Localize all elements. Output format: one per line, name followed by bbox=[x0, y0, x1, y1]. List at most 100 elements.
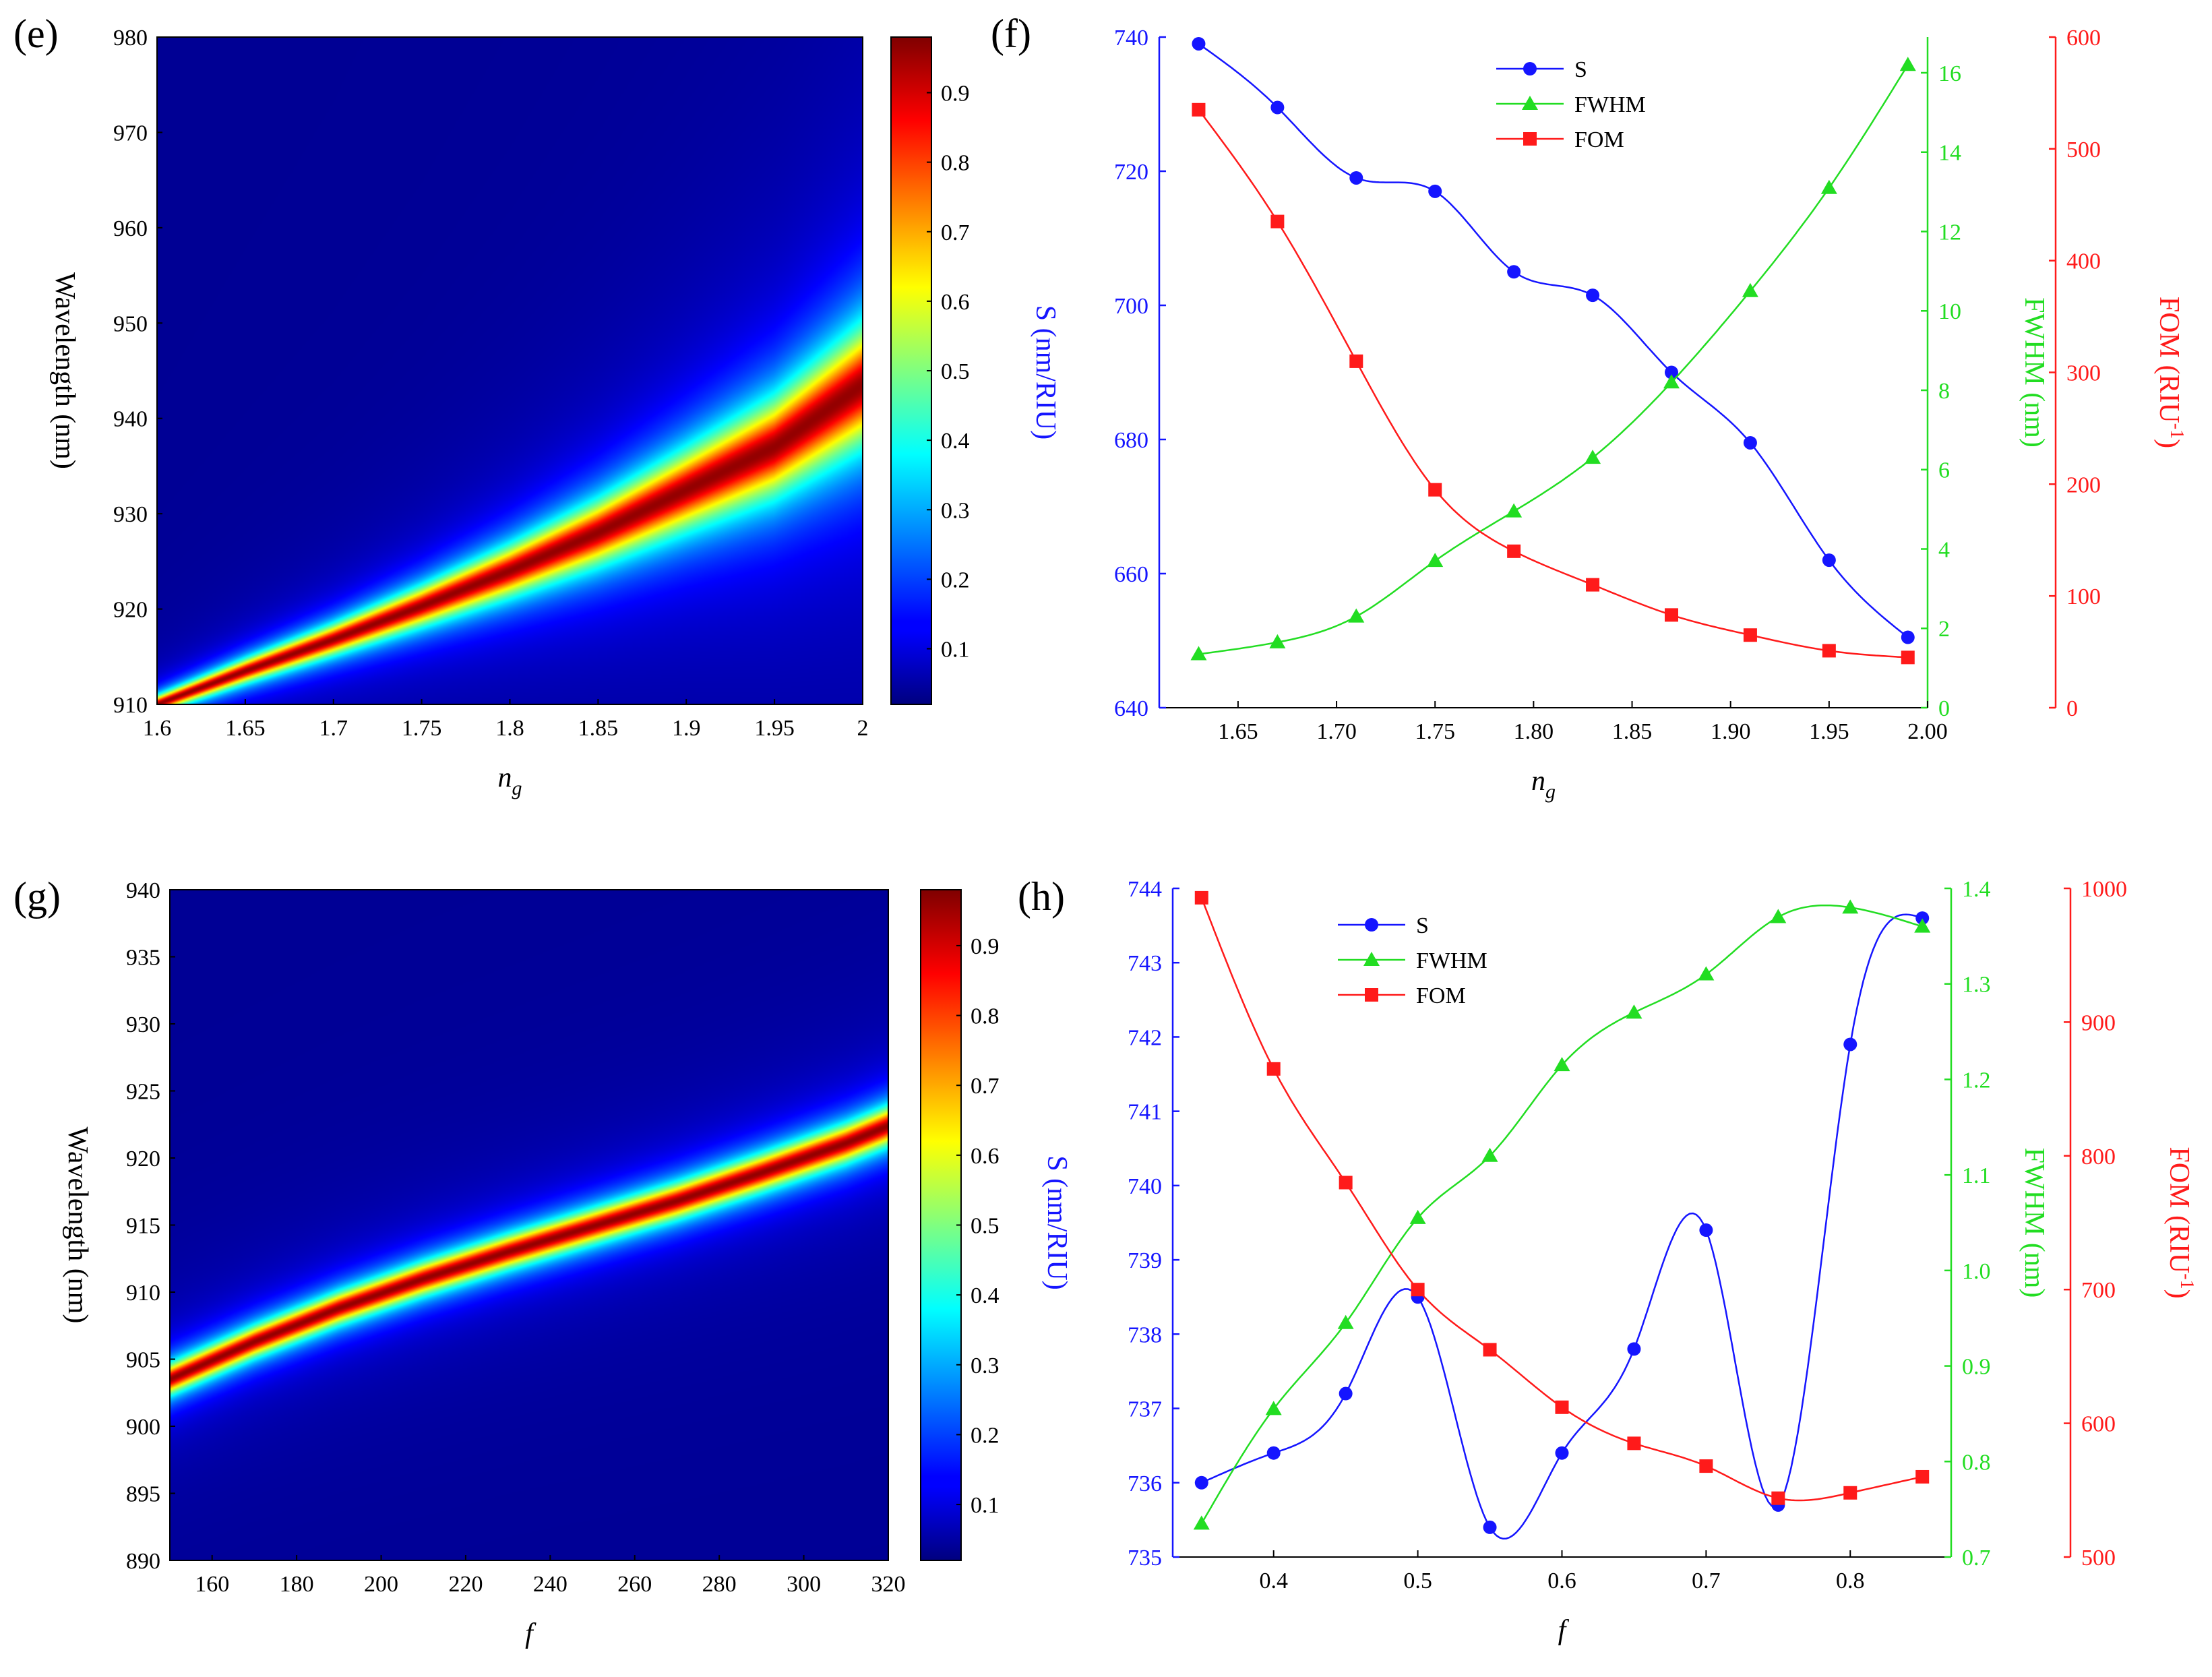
y-tick-label: 910 bbox=[113, 693, 148, 718]
legend-marker bbox=[1523, 62, 1537, 75]
x-axis-label-main: n bbox=[1531, 766, 1545, 797]
fwhm-data-point bbox=[1193, 1515, 1210, 1530]
y-tick-label: 900 bbox=[2081, 1010, 2116, 1035]
x-tick-label: 260 bbox=[617, 1572, 652, 1597]
y-tick-label: 600 bbox=[2081, 1412, 2116, 1437]
y-axis-label: Wavelength (nm) bbox=[49, 272, 80, 469]
fwhm-data-point bbox=[1427, 553, 1444, 568]
y-tick-label: 500 bbox=[2081, 1546, 2116, 1571]
s-data-point bbox=[1901, 630, 1915, 644]
x-tick-label: 1.8 bbox=[495, 716, 524, 741]
x-tick-label: 1.95 bbox=[1809, 719, 1849, 744]
y-tick-label: 4 bbox=[1938, 537, 1950, 562]
axis-title-superscript: -1 bbox=[2166, 423, 2187, 439]
y-tick-label: 739 bbox=[1128, 1248, 1162, 1273]
colorbar bbox=[920, 889, 962, 1561]
x-tick-label: 0.7 bbox=[1692, 1568, 1721, 1593]
heatmap-canvas bbox=[157, 37, 863, 704]
fwhm-data-point bbox=[1481, 1147, 1498, 1162]
x-axis-label-subscript: g bbox=[512, 777, 522, 799]
colorbar-tick-label: 0.2 bbox=[941, 568, 970, 592]
y-tick-label: 660 bbox=[1114, 562, 1148, 587]
x-tick-label: 280 bbox=[702, 1572, 737, 1597]
y-tick-label: 970 bbox=[113, 121, 148, 146]
red-axis-title: FOM (RIU-1) bbox=[2163, 1147, 2197, 1298]
y-tick-label: 800 bbox=[2081, 1145, 2116, 1169]
y-tick-label: 741 bbox=[1128, 1100, 1162, 1125]
y-tick-label: 1.3 bbox=[1962, 973, 1991, 998]
s-data-point bbox=[1339, 1386, 1353, 1401]
axis-title-main: S (nm/RIU) bbox=[1041, 1155, 1072, 1290]
fom-data-point bbox=[1627, 1436, 1641, 1451]
legend-label: FOM bbox=[1416, 983, 1466, 1008]
s-data-point bbox=[1586, 288, 1600, 303]
axis-title-superscript: -1 bbox=[2176, 1273, 2197, 1289]
fwhm-data-point bbox=[1190, 646, 1207, 661]
fwhm-data-point bbox=[1269, 634, 1286, 648]
axis-title-main: FOM (RIU bbox=[2153, 297, 2184, 423]
colorbar-tick-label: 0.5 bbox=[941, 359, 970, 384]
fwhm-data-point bbox=[1506, 503, 1523, 518]
x-tick-label: 1.90 bbox=[1711, 719, 1751, 744]
x-tick-label: 220 bbox=[448, 1572, 483, 1597]
green-axis-title: FWHM (nm) bbox=[2019, 297, 2050, 448]
s-data-point bbox=[1665, 365, 1678, 379]
x-tick-label: 240 bbox=[533, 1572, 567, 1597]
fom-data-point bbox=[1339, 1176, 1353, 1190]
colorbar-tick-label: 0.7 bbox=[941, 220, 970, 245]
axis-title-end: ) bbox=[2153, 439, 2184, 448]
fom-data-point bbox=[1194, 890, 1208, 905]
s-data-point bbox=[1743, 435, 1757, 450]
fom-data-point bbox=[1665, 608, 1678, 622]
legend-label: FWHM bbox=[1416, 948, 1487, 973]
x-tick-label: 1.6 bbox=[143, 716, 172, 741]
fom-data-point bbox=[1901, 650, 1915, 665]
y-tick-label: 900 bbox=[126, 1415, 160, 1440]
y-tick-label: 735 bbox=[1128, 1546, 1162, 1571]
fwhm-series-line bbox=[1198, 64, 1909, 655]
panel-label: (g) bbox=[13, 874, 61, 919]
y-tick-label: 0.9 bbox=[1962, 1355, 1991, 1380]
panel-g-heatmap: 160 180 200 220 240 260 280 300 320 890 895 900 905 9… bbox=[13, 874, 1000, 1649]
fwhm-data-point bbox=[1337, 1314, 1354, 1329]
colorbar-tick-label: 0.4 bbox=[971, 1283, 1000, 1308]
panel-label: (e) bbox=[13, 11, 59, 56]
colorbar-tick-label: 0.6 bbox=[971, 1144, 1000, 1169]
colorbar-tick-label: 0.9 bbox=[971, 934, 1000, 959]
x-tick-label: 0.5 bbox=[1403, 1568, 1432, 1593]
panel-label: (f) bbox=[991, 11, 1031, 56]
fwhm-data-point bbox=[1820, 179, 1837, 194]
s-data-point bbox=[1507, 265, 1521, 279]
y-tick-label: 1.1 bbox=[1962, 1163, 1991, 1188]
y-tick-label: 1.0 bbox=[1962, 1259, 1991, 1284]
blue-axis-title: S (nm/RIU) bbox=[1030, 305, 1061, 440]
y-tick-label: 940 bbox=[126, 878, 160, 903]
heatmap-image bbox=[170, 890, 888, 1560]
fwhm-data-point bbox=[1742, 282, 1758, 297]
y-tick-label: 8 bbox=[1938, 379, 1950, 404]
x-axis-label: ng bbox=[498, 762, 522, 799]
x-tick-label: 1.85 bbox=[1612, 719, 1653, 744]
y-tick-label: 890 bbox=[126, 1549, 160, 1574]
fwhm-data-point bbox=[1265, 1401, 1282, 1415]
fom-data-point bbox=[1822, 644, 1836, 658]
legend-marker bbox=[1363, 952, 1380, 966]
colorbar-tick-label: 0.6 bbox=[941, 290, 970, 315]
legend-label: FWHM bbox=[1574, 92, 1646, 117]
colorbar-tick-label: 0.1 bbox=[941, 638, 970, 663]
fom-data-point bbox=[1266, 1062, 1281, 1076]
axis-title-end: ) bbox=[2163, 1289, 2194, 1299]
colorbar-tick-label: 0.7 bbox=[971, 1074, 1000, 1099]
panel-h-line-chart: 735 736 737 738 739 740 741 742 743 744 S (nm/RIU)… bbox=[1018, 874, 2197, 1646]
y-tick-label: 300 bbox=[2066, 361, 2101, 386]
red-axis-title: FOM (RIU-1) bbox=[2153, 297, 2187, 448]
legend-marker bbox=[1365, 918, 1378, 932]
x-tick-label: 1.75 bbox=[402, 716, 442, 741]
y-tick-label: 743 bbox=[1128, 951, 1162, 976]
y-tick-label: 12 bbox=[1938, 220, 1961, 245]
y-tick-label: 740 bbox=[1128, 1174, 1162, 1199]
legend-marker bbox=[1365, 988, 1378, 1002]
y-tick-label: 0.7 bbox=[1962, 1546, 1991, 1571]
fwhm-data-point bbox=[1585, 450, 1601, 464]
